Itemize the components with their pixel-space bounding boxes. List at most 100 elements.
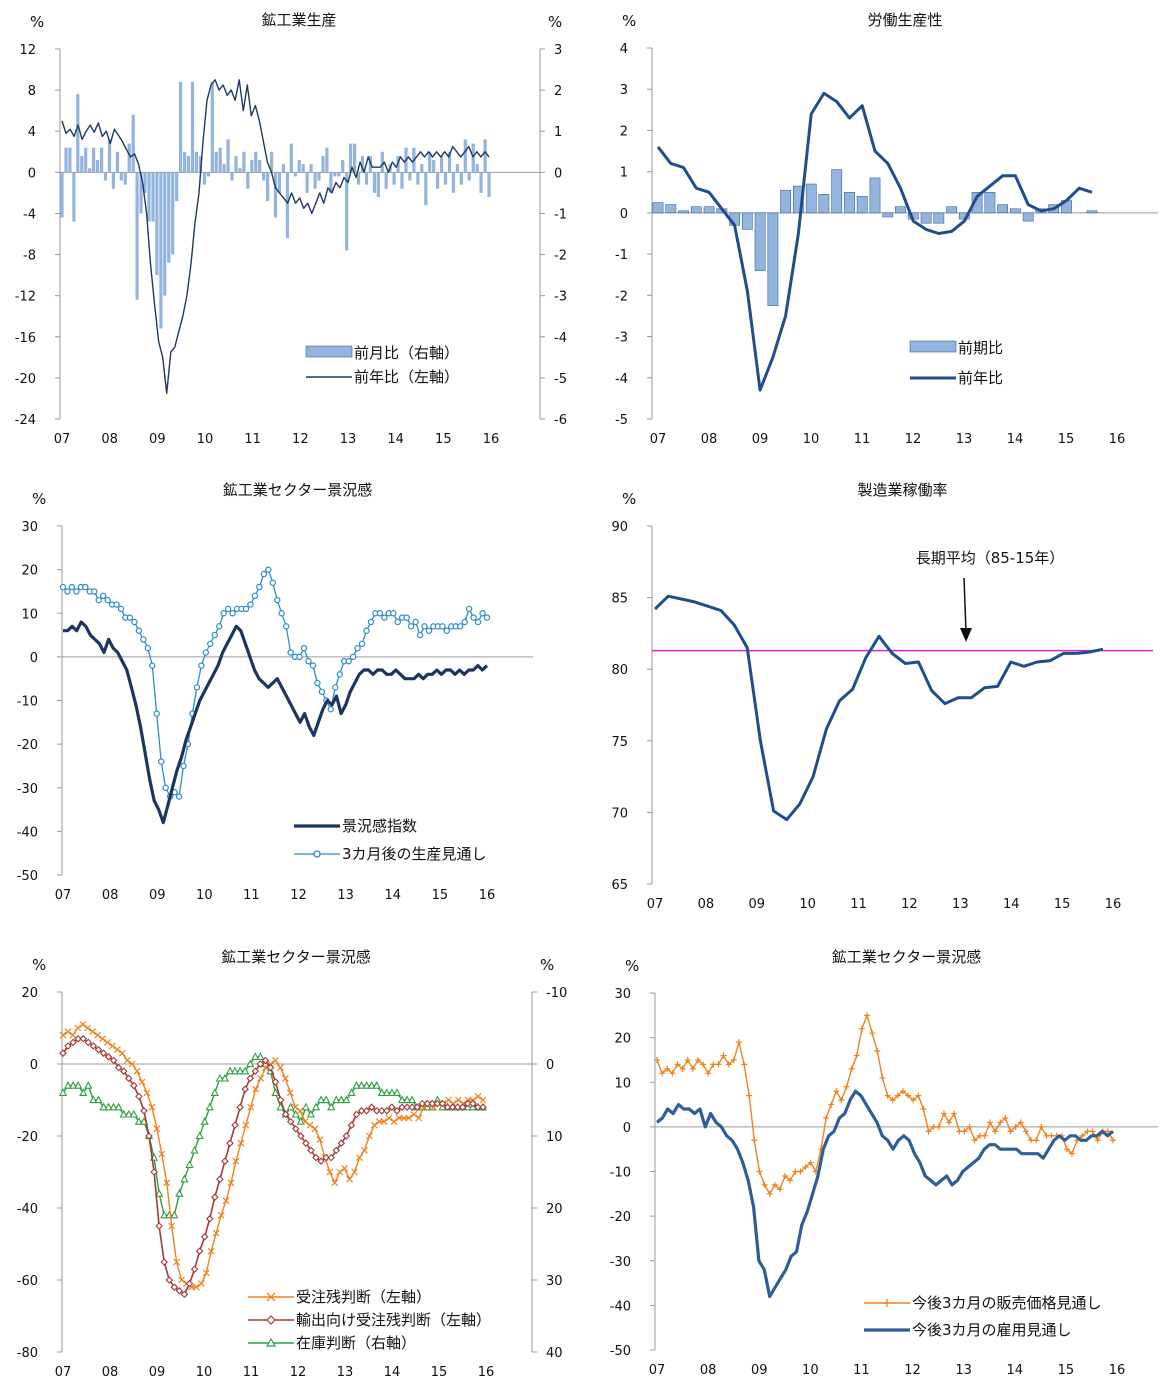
line-inventory-marker xyxy=(210,1088,219,1096)
x-tick-label: 09 xyxy=(149,432,166,447)
line-capacity xyxy=(653,594,1104,822)
line-export-backlog-marker xyxy=(175,1287,184,1295)
y-tick-label-left: 80 xyxy=(611,663,628,678)
line-output-outlook-marker xyxy=(318,688,326,695)
line-export-backlog xyxy=(62,1038,483,1296)
line-output-outlook-marker xyxy=(162,784,169,791)
bar-qoq xyxy=(920,212,932,224)
bar-mom xyxy=(349,143,353,173)
bar-mom xyxy=(155,172,159,276)
line-selling-price-marker xyxy=(874,1048,881,1055)
line-order-backlog-marker xyxy=(108,1042,116,1050)
bar-mom xyxy=(230,172,234,181)
line-inventory-marker xyxy=(200,1117,209,1125)
line-export-backlog-marker xyxy=(408,1103,416,1111)
line-inventory-marker xyxy=(119,1109,128,1118)
line-selling-price-marker xyxy=(966,1123,973,1130)
line-order-backlog-marker xyxy=(326,1168,334,1176)
line-output-outlook-marker xyxy=(180,762,187,770)
line-selling-price-marker xyxy=(694,1056,701,1063)
line-output-outlook-marker xyxy=(381,614,388,621)
x-tick-label: 11 xyxy=(853,1363,870,1378)
y-tick-label-left: -50 xyxy=(17,869,38,884)
line-selling-price-marker xyxy=(807,1159,814,1166)
line-output-outlook-marker xyxy=(269,579,276,586)
line-export-backlog-marker xyxy=(367,1103,376,1111)
line-export-backlog-marker xyxy=(256,1060,265,1068)
line-selling-price-marker xyxy=(946,1119,953,1126)
y-tick-label-right: -6 xyxy=(554,413,567,428)
line-export-backlog-marker xyxy=(140,1107,148,1115)
unit-right: % xyxy=(548,13,562,31)
line-inventory-marker xyxy=(311,1102,321,1111)
line-inventory-marker xyxy=(74,1081,83,1089)
y-tick-label-left: 0 xyxy=(623,1121,631,1136)
line-inventory-marker xyxy=(362,1081,371,1089)
bar-qoq xyxy=(869,177,881,214)
line-export-backlog-marker xyxy=(135,1092,143,1101)
line-yoy xyxy=(656,91,1093,392)
line-export-backlog-marker xyxy=(327,1153,335,1162)
bar-qoq xyxy=(741,212,753,230)
line-order-backlog-marker xyxy=(351,1168,358,1176)
line-output-outlook-marker xyxy=(465,605,473,613)
line-inventory-marker xyxy=(271,1088,280,1096)
legend-qoq-swatch xyxy=(909,340,957,353)
legend-yoy-label: 前年比 xyxy=(958,369,1003,387)
line-export-backlog-marker xyxy=(221,1157,229,1165)
line-order-backlog-marker xyxy=(94,1031,102,1039)
line-inventory-marker xyxy=(215,1073,224,1082)
y-tick-label-left: 10 xyxy=(614,1076,631,1091)
bar-qoq xyxy=(946,206,957,214)
line-export-backlog-marker xyxy=(69,1038,77,1047)
line-inventory-marker xyxy=(205,1102,214,1111)
line-order-backlog-marker xyxy=(74,1024,82,1032)
y-tick-label-left: -60 xyxy=(17,1274,38,1289)
bar-qoq xyxy=(997,204,1008,214)
line-inventory-marker xyxy=(155,1189,164,1197)
y-tick-label-right: 3 xyxy=(554,43,562,58)
bar-mom xyxy=(293,172,297,177)
legend-qoq-label: 前期比 xyxy=(958,339,1003,357)
x-tick-label: 08 xyxy=(102,888,119,903)
line-selling-price-marker xyxy=(823,1114,830,1121)
line-inventory-marker xyxy=(256,1052,265,1060)
line-output-outlook-marker xyxy=(175,793,183,800)
line-output-outlook-marker xyxy=(296,653,303,661)
line-inventory-marker xyxy=(63,1081,73,1089)
y-tick-label-left: 0 xyxy=(28,166,36,181)
line-export-backlog-marker xyxy=(119,1067,128,1075)
line-output-outlook-marker xyxy=(363,627,370,634)
line-order-backlog-marker xyxy=(356,1154,363,1162)
line-export-backlog-marker xyxy=(418,1099,427,1108)
line-output-outlook-marker xyxy=(439,623,446,630)
bar-mom xyxy=(206,172,210,177)
y-tick-label-right: -4 xyxy=(554,331,567,346)
y-tick-label-right: -5 xyxy=(554,372,567,387)
line-inventory-marker xyxy=(109,1102,118,1111)
line-order-backlog-marker xyxy=(395,1114,403,1122)
line-selling-price-marker xyxy=(1069,1150,1076,1157)
line-output-outlook-marker xyxy=(443,627,451,634)
line-selling-price-marker xyxy=(674,1061,681,1068)
line-export-backlog-marker xyxy=(281,1110,290,1119)
y-tick-label-left: -10 xyxy=(610,1166,631,1181)
y-tick-label-right: 0 xyxy=(554,166,562,181)
line-output-outlook-marker xyxy=(416,631,424,639)
legend-inventory-label: 在庫判断（右軸） xyxy=(296,1334,416,1352)
line-selling-price-marker xyxy=(1022,1128,1029,1135)
bar-mom xyxy=(111,172,115,189)
bar-mom xyxy=(254,151,258,173)
line-output-outlook-marker xyxy=(198,662,205,669)
line-selling-price-marker xyxy=(659,1070,666,1077)
line-output-outlook-marker xyxy=(202,649,210,656)
line-inventory-marker xyxy=(99,1102,108,1111)
bar-qoq xyxy=(933,212,945,224)
bar-mom xyxy=(238,168,242,173)
line-output-outlook-marker xyxy=(73,588,80,595)
line-order-backlog-marker xyxy=(79,1020,87,1028)
line-export-backlog-marker xyxy=(453,1103,462,1111)
y-tick-label-left: -20 xyxy=(17,1130,38,1145)
line-order-backlog-marker xyxy=(370,1121,378,1129)
